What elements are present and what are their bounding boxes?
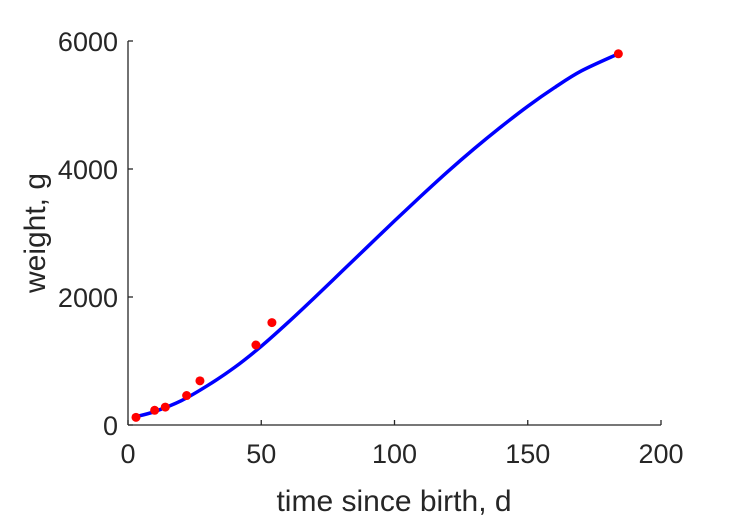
x-tick-label: 100 bbox=[372, 439, 417, 469]
data-point bbox=[267, 318, 277, 328]
y-tick-label: 2000 bbox=[58, 283, 118, 313]
data-point bbox=[150, 405, 160, 415]
data-point bbox=[160, 402, 170, 412]
x-axis-title: time since birth, d bbox=[276, 485, 511, 518]
y-axis-title: weight, g bbox=[19, 173, 52, 294]
y-axis-ticks: 0 2000 4000 6000 bbox=[58, 27, 133, 441]
data-point bbox=[195, 376, 205, 386]
plot-area: 0 50 100 150 200 0 2000 4000 6000 bbox=[58, 27, 684, 469]
data-point bbox=[613, 49, 623, 59]
data-point bbox=[131, 412, 141, 422]
x-tick-label: 200 bbox=[638, 439, 683, 469]
y-tick-label: 0 bbox=[103, 411, 118, 441]
x-axis-ticks: 0 50 100 150 200 bbox=[120, 420, 684, 469]
x-tick-label: 0 bbox=[120, 439, 135, 469]
series-layer bbox=[131, 49, 623, 422]
x-tick-label: 50 bbox=[246, 439, 276, 469]
x-tick-label: 150 bbox=[505, 439, 550, 469]
data-point bbox=[182, 391, 192, 401]
y-tick-label: 6000 bbox=[58, 27, 118, 57]
y-tick-label: 4000 bbox=[58, 155, 118, 185]
data-point bbox=[251, 340, 261, 350]
model-fit-line bbox=[134, 52, 621, 419]
